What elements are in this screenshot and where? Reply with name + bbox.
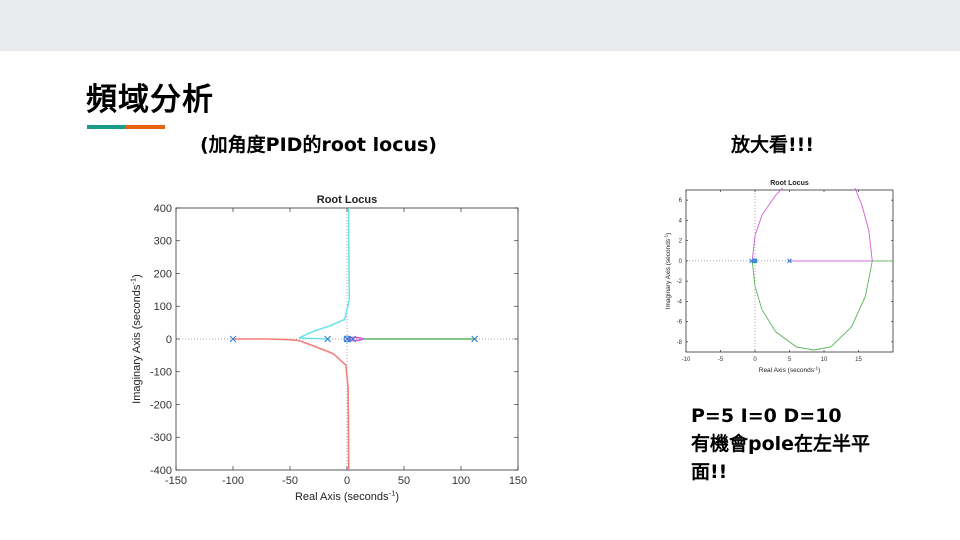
chart-title: Root Locus — [770, 180, 809, 187]
pole-marker — [324, 335, 331, 343]
note-line-3: 面!! — [691, 461, 728, 483]
pole-marker — [749, 258, 754, 264]
y-tick-label: 100 — [154, 301, 172, 313]
y-tick-label: -8 — [677, 340, 683, 346]
note-line-2: 有機會pole在左半平 — [691, 433, 871, 455]
zero-marker — [343, 335, 351, 343]
y-tick-label: 4 — [679, 218, 683, 224]
y-axis-label-text: Imaginary Axis (seconds — [665, 238, 672, 309]
y-tick-label: 0 — [679, 259, 683, 265]
notes-block: P=5 I=0 D=10 有機會pole在左半平 面!! — [691, 402, 931, 486]
y-tick-label: 0 — [166, 334, 172, 346]
x-axis-label-text: Real Axis (seconds — [759, 367, 815, 374]
x-axis-label-text: Real Axis (seconds — [295, 491, 389, 503]
subtitle-right: 放大看!!! — [731, 134, 814, 156]
y-axis-label-superscript: -1 — [663, 234, 668, 239]
locus-branch — [751, 260, 873, 351]
y-tick-label: -300 — [150, 432, 172, 444]
pole-marker — [471, 335, 479, 343]
x-tick-label: 10 — [821, 357, 828, 363]
x-tick-label: 150 — [509, 475, 527, 487]
locus-branch — [298, 208, 351, 340]
root-locus-chart-main: -150 -100 -50 0 50 100 150 -400 -300 -200 -100 0 100… — [129, 194, 528, 503]
x-tick-label: -100 — [222, 475, 244, 487]
x-axis-label: Real Axis (seconds-1) — [295, 489, 399, 503]
top-bar — [0, 0, 960, 51]
x-axis-label-superscript: -1 — [389, 489, 396, 498]
locus-branch — [751, 187, 783, 261]
y-tick-label: 300 — [154, 236, 172, 248]
y-tick-label: -2 — [677, 279, 683, 285]
note-line-1: P=5 I=0 D=10 — [691, 405, 842, 427]
y-tick-label: -4 — [677, 299, 683, 305]
x-tick-label: -5 — [718, 357, 724, 363]
slide-title: 頻域分析 — [86, 82, 214, 118]
pole-marker — [787, 258, 792, 264]
x-tick-label: -150 — [165, 475, 187, 487]
y-tick-label: -200 — [150, 399, 172, 411]
locus-branch — [854, 187, 873, 261]
root-locus-chart-zoomed: -10 -5 0 5 10 15 -8 -6 -4 -2 0 2 4 6 Root Locus Real Ax… — [663, 180, 894, 374]
locus-branch — [346, 336, 366, 342]
subtitle-left: (加角度PID的root locus) — [200, 134, 437, 156]
x-tick-label: 50 — [398, 475, 410, 487]
accent-bar-orange — [125, 125, 165, 129]
x-axis-label: Real Axis (seconds-1) — [759, 365, 821, 374]
y-tick-label: -6 — [677, 320, 683, 326]
x-tick-label: 100 — [452, 475, 470, 487]
y-tick-label: 2 — [679, 239, 683, 245]
y-tick-label: -400 — [150, 465, 172, 477]
y-tick-label: 6 — [679, 198, 683, 204]
y-tick-label: -100 — [150, 367, 172, 379]
plot-area — [685, 189, 894, 353]
x-tick-label: 5 — [788, 357, 792, 363]
zero-marker — [752, 258, 758, 264]
y-tick-label: 400 — [154, 203, 172, 215]
y-axis-label: Imaginary Axis (seconds-1) — [663, 233, 672, 310]
x-tick-label: 0 — [753, 357, 757, 363]
x-axis-label-superscript: -1 — [814, 365, 819, 370]
y-axis-label-superscript: -1 — [129, 278, 138, 285]
y-tick-label: 200 — [154, 268, 172, 280]
pole-marker — [349, 335, 357, 343]
y-axis-label-text: Imaginary Axis (seconds — [131, 284, 143, 404]
x-tick-label: -10 — [682, 357, 691, 363]
y-axis-label: Imaginary Axis (seconds-1) — [129, 274, 143, 404]
locus-branch — [233, 338, 350, 471]
x-tick-label: 15 — [855, 357, 862, 363]
chart-title: Root Locus — [317, 194, 378, 206]
pole-marker — [229, 335, 237, 343]
x-tick-label: -50 — [282, 475, 298, 487]
x-tick-label: 0 — [344, 475, 350, 487]
accent-bar-teal — [87, 125, 125, 129]
